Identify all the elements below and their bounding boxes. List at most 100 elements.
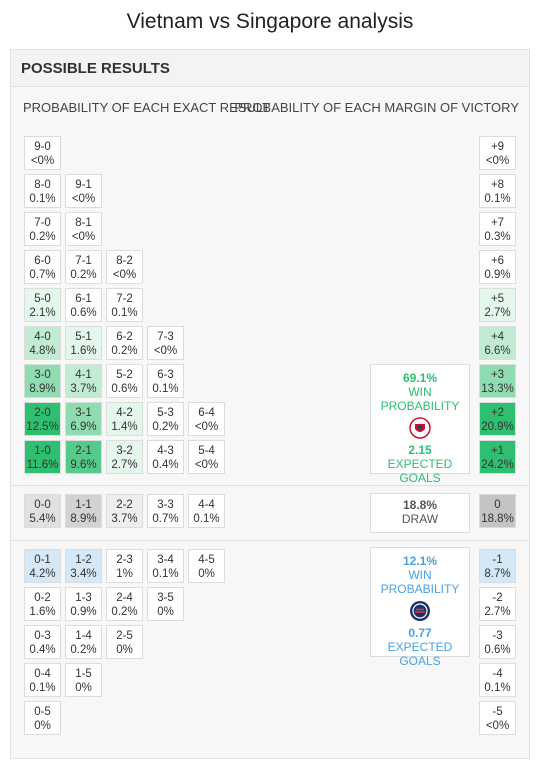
- cell-score: -2: [492, 592, 503, 604]
- result-cell-7-0: 7-0 0.2%: [24, 212, 61, 246]
- cell-score: 3-2: [116, 445, 133, 457]
- cell-probability: 8.9%: [29, 383, 56, 395]
- cell-score: 5-4: [198, 445, 215, 457]
- margin-cell-+8: +8 0.1%: [479, 174, 516, 208]
- cell-score: -5: [492, 706, 503, 718]
- cell-probability: 0.9%: [484, 269, 511, 281]
- cell-probability: <0%: [112, 269, 137, 281]
- cell-probability: 0.2%: [29, 231, 56, 243]
- cell-probability: 0%: [198, 568, 215, 580]
- cell-probability: 13.3%: [481, 383, 514, 395]
- cell-probability: 0%: [116, 644, 133, 656]
- margin-cell--3: -3 0.6%: [479, 625, 516, 659]
- cell-score: +1: [490, 445, 505, 457]
- result-cell-0-4: 0-4 0.1%: [24, 663, 61, 697]
- result-cell-6-3: 6-3 0.1%: [147, 364, 184, 398]
- page-title: Vietnam vs Singapore analysis: [126, 10, 414, 33]
- vietnam-crest-icon: [409, 417, 431, 439]
- cell-score: 0-4: [34, 668, 51, 680]
- cell-score: 7-3: [157, 331, 174, 343]
- cell-probability: 0.2%: [152, 421, 179, 433]
- vietnam-goals-label: EXPECTED GOALS: [387, 457, 453, 485]
- cell-score: 0-1: [34, 554, 51, 566]
- cell-score: 5-3: [157, 407, 174, 419]
- cell-score: 7-0: [34, 217, 51, 229]
- cell-score: 6-4: [198, 407, 215, 419]
- cell-probability: 3.7%: [70, 383, 97, 395]
- cell-score: 2-1: [75, 445, 92, 457]
- cell-score: 2-0: [34, 407, 51, 419]
- result-cell-4-3: 4-3 0.4%: [147, 440, 184, 474]
- cell-score: 2-4: [116, 592, 133, 604]
- cell-probability: 5.4%: [29, 513, 56, 525]
- result-cell-9-0: 9-0 <0%: [24, 136, 61, 170]
- cell-score: 1-1: [75, 499, 92, 511]
- result-cell-5-2: 5-2 0.6%: [106, 364, 143, 398]
- cell-probability: 0.1%: [484, 193, 511, 205]
- result-cell-3-1: 3-1 6.9%: [65, 402, 102, 436]
- result-cell-4-4: 4-4 0.1%: [188, 494, 225, 528]
- cell-score: 4-2: [116, 407, 133, 419]
- cell-probability: 1.6%: [29, 606, 56, 618]
- margin-cell-+4: +4 6.6%: [479, 326, 516, 360]
- result-cell-1-1: 1-1 8.9%: [65, 494, 102, 528]
- result-cell-4-5: 4-5 0%: [188, 549, 225, 583]
- cell-probability: 4.2%: [29, 568, 56, 580]
- singapore-crest-icon: [410, 601, 430, 621]
- margin-cell-+1: +1 24.2%: [479, 440, 516, 474]
- cell-probability: 0.6%: [484, 644, 511, 656]
- result-cell-2-3: 2-3 1%: [106, 549, 143, 583]
- panel-title: POSSIBLE RESULTS: [21, 60, 170, 77]
- cell-probability: 0.4%: [29, 644, 56, 656]
- cell-probability: 0.1%: [111, 307, 138, 319]
- cell-score: 2-3: [116, 554, 133, 566]
- cell-probability: 0.1%: [152, 568, 179, 580]
- margin-cell--1: -1 8.7%: [479, 549, 516, 583]
- cell-score: +9: [490, 141, 505, 153]
- cell-probability: <0%: [153, 345, 178, 357]
- cell-probability: 9.6%: [70, 459, 97, 471]
- cell-score: 0: [494, 499, 501, 511]
- cell-score: 2-5: [116, 630, 133, 642]
- cell-probability: 2.7%: [484, 307, 511, 319]
- cell-score: -4: [492, 668, 503, 680]
- vietnam-summary: 69.1% WIN PROBABILITY 2.15 EXPECTED GOAL…: [370, 364, 470, 485]
- margin-cell-+7: +7 0.3%: [479, 212, 516, 246]
- draw-divider-top: [11, 485, 529, 486]
- cell-probability: 0.2%: [111, 606, 138, 618]
- result-cell-1-5: 1-5 0%: [65, 663, 102, 697]
- result-cell-0-0: 0-0 5.4%: [24, 494, 61, 528]
- cell-score: +5: [490, 293, 505, 305]
- result-cell-7-2: 7-2 0.1%: [106, 288, 143, 322]
- singapore-summary: 12.1% WIN PROBABILITY 0.77 EXPECTED GOAL…: [370, 547, 470, 668]
- singapore-expected-goals: 0.77: [408, 626, 432, 640]
- result-cell-5-4: 5-4 <0%: [188, 440, 225, 474]
- cell-probability: <0%: [194, 459, 219, 471]
- panel-header: POSSIBLE RESULTS: [11, 50, 529, 87]
- cell-score: 5-0: [34, 293, 51, 305]
- cell-probability: <0%: [30, 155, 55, 167]
- result-cell-6-1: 6-1 0.6%: [65, 288, 102, 322]
- cell-probability: 1.4%: [111, 421, 138, 433]
- margin-cell-+9: +9 <0%: [479, 136, 516, 170]
- possible-results-panel: POSSIBLE RESULTS PROBABILITY OF EACH EXA…: [10, 49, 530, 759]
- cell-probability: <0%: [71, 231, 96, 243]
- cell-score: 0-3: [34, 630, 51, 642]
- cell-score: 3-0: [34, 369, 51, 381]
- singapore-win-label: WIN PROBABILITY: [380, 568, 460, 596]
- cell-score: -1: [492, 554, 503, 566]
- draw-summary: 18.8% DRAW: [370, 493, 470, 533]
- result-cell-2-5: 2-5 0%: [106, 625, 143, 659]
- cell-probability: <0%: [71, 193, 96, 205]
- cell-score: 4-3: [157, 445, 174, 457]
- result-cell-3-5: 3-5 0%: [147, 587, 184, 621]
- cell-score: 6-3: [157, 369, 174, 381]
- cell-probability: 2.1%: [29, 307, 56, 319]
- vietnam-win-pct: 69.1%: [402, 371, 438, 385]
- result-cell-1-3: 1-3 0.9%: [65, 587, 102, 621]
- cell-score: 5-1: [75, 331, 92, 343]
- cell-score: 1-0: [34, 445, 51, 457]
- cell-probability: 0.1%: [484, 682, 511, 694]
- cell-score: 7-1: [75, 255, 92, 267]
- singapore-goals-label: EXPECTED GOALS: [387, 640, 453, 668]
